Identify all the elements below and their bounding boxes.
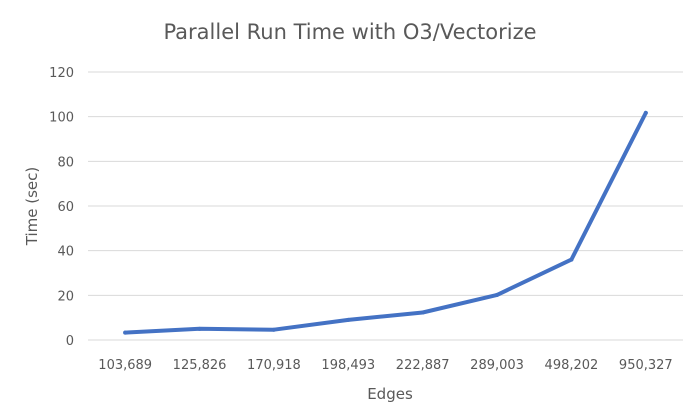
y-axis-ticks: 0 20 40 60 80 100 120 — [49, 66, 74, 349]
y-tick-label: 20 — [57, 289, 74, 304]
data-point — [123, 330, 128, 335]
series-line — [123, 110, 648, 335]
x-axis-title: Edges — [367, 385, 413, 403]
data-point — [420, 310, 425, 315]
x-axis-ticks: 103,689 125,826 170,918 198,493 222,887 289,0… — [98, 358, 672, 373]
y-tick-label: 40 — [57, 245, 74, 260]
x-tick-label: 950,327 — [619, 358, 673, 373]
y-axis-title: Time (sec) — [23, 167, 41, 246]
x-tick-label: 198,493 — [321, 358, 375, 373]
y-tick-label: 120 — [49, 66, 74, 81]
y-tick-label: 80 — [57, 155, 74, 170]
x-tick-label: 125,826 — [173, 358, 227, 373]
x-tick-label: 289,003 — [470, 358, 524, 373]
x-tick-label: 498,202 — [545, 358, 599, 373]
data-point — [346, 317, 351, 322]
x-tick-label: 222,887 — [396, 358, 450, 373]
series-group — [123, 110, 648, 335]
data-point — [197, 326, 202, 331]
data-point — [569, 257, 574, 262]
x-tick-label: 170,918 — [247, 358, 301, 373]
y-tick-label: 0 — [66, 334, 74, 349]
y-tick-label: 60 — [57, 200, 74, 215]
gridlines — [88, 71, 683, 341]
data-point — [271, 327, 276, 332]
chart-title: Parallel Run Time with O3/Vectorize — [163, 20, 536, 44]
data-point — [495, 292, 500, 297]
data-point — [643, 110, 648, 115]
x-tick-label: 103,689 — [98, 358, 152, 373]
y-tick-label: 100 — [49, 111, 74, 126]
